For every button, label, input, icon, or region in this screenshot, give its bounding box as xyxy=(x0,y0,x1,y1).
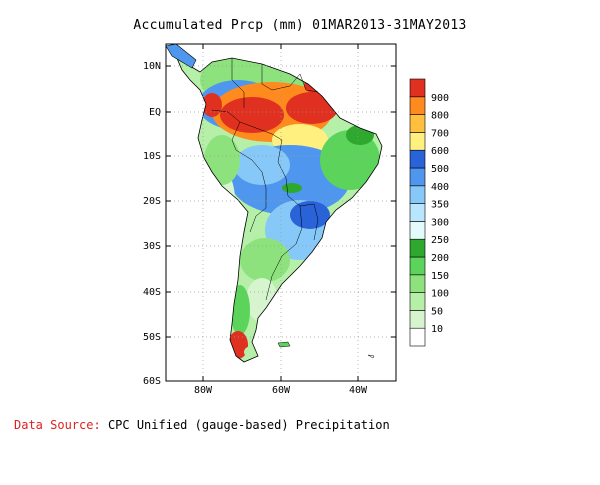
legend-swatch xyxy=(409,149,426,169)
lat-label: EQ xyxy=(149,107,161,118)
legend-label: 400 xyxy=(431,182,449,193)
legend-swatch xyxy=(409,327,426,347)
lon-label: 80W xyxy=(194,385,213,396)
legend-label: 800 xyxy=(431,111,449,122)
central-america xyxy=(165,43,197,69)
legend-swatch xyxy=(409,274,426,293)
lon-label: 60W xyxy=(272,385,291,396)
falkland-islands xyxy=(277,341,291,348)
legend-label: 100 xyxy=(431,289,449,300)
lat-label: 60S xyxy=(143,376,161,387)
graticule xyxy=(166,44,396,381)
lat-labels: 10N EQ 10S 20S 30S 40S 50S 60S xyxy=(143,61,161,387)
color-legend: 10 50 100 150 200 250 300 350 400 500 600 700 800 900 xyxy=(409,78,449,347)
lat-label: 30S xyxy=(143,241,161,252)
legend-swatch xyxy=(409,78,426,98)
legend-label: 600 xyxy=(431,146,449,157)
legend-swatch xyxy=(409,221,426,240)
legend-swatch xyxy=(409,203,426,222)
lat-label: 20S xyxy=(143,196,161,207)
legend-label: 250 xyxy=(431,235,449,246)
legend-swatch xyxy=(409,132,426,151)
legend-label: 150 xyxy=(431,271,449,282)
lat-label: 50S xyxy=(143,332,161,343)
legend-label: 10 xyxy=(431,324,443,335)
legend-label: 900 xyxy=(431,93,449,104)
lon-labels: 80W 60W 40W xyxy=(194,385,368,396)
map-title: Accumulated Prcp (mm) 01MAR2013-31MAY201… xyxy=(133,18,467,33)
lon-label: 40W xyxy=(349,385,368,396)
axis-ticks xyxy=(166,44,396,381)
legend-swatch xyxy=(409,114,426,133)
legend-swatch xyxy=(409,238,426,258)
legend-label: 700 xyxy=(431,128,449,139)
country-borders xyxy=(211,58,319,301)
lat-label: 10S xyxy=(143,151,161,162)
lat-label: 40S xyxy=(143,287,161,298)
legend-label: 200 xyxy=(431,253,449,264)
legend-swatch xyxy=(409,292,426,311)
coastline xyxy=(175,54,383,363)
legend-swatch xyxy=(409,256,426,276)
legend-swatch xyxy=(409,185,426,204)
south-georgia xyxy=(367,354,375,359)
data-source-value: CPC Unified (gauge-based) Precipitation xyxy=(107,418,390,432)
data-source: Data Source: CPC Unified (gauge-based) P… xyxy=(14,418,390,432)
lat-label: 10N xyxy=(143,61,161,72)
legend-label: 350 xyxy=(431,200,449,211)
legend-label: 300 xyxy=(431,217,449,228)
legend-swatch xyxy=(409,96,426,115)
legend-label: 500 xyxy=(431,164,449,175)
legend-swatch xyxy=(409,310,426,329)
legend-swatch xyxy=(409,167,426,187)
legend-label: 50 xyxy=(431,306,443,317)
data-source-label: Data Source: xyxy=(14,418,101,432)
